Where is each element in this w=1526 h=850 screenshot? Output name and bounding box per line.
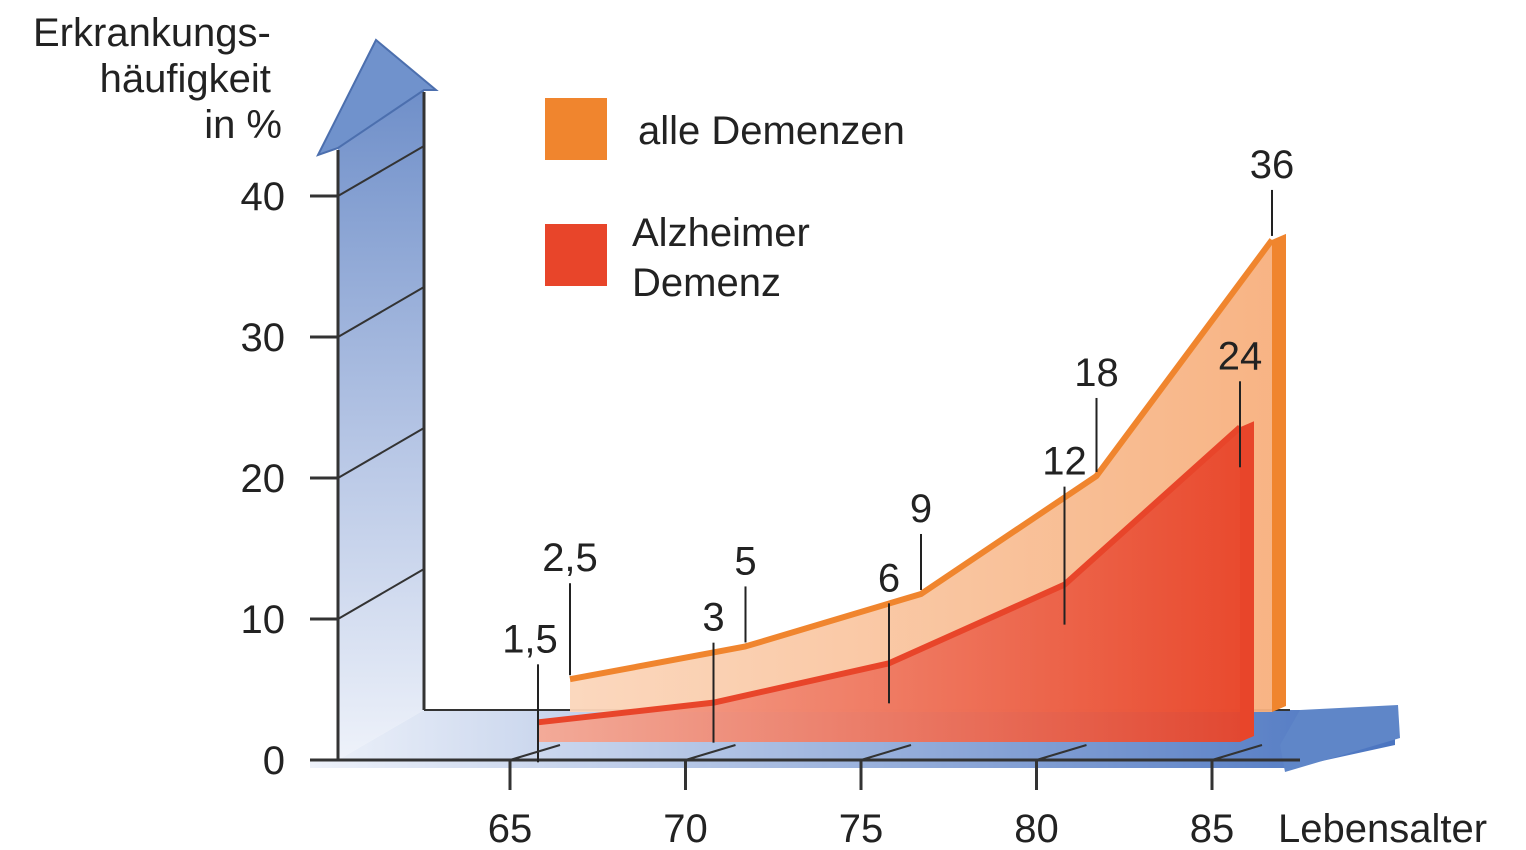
value-label: 18 [1074, 351, 1119, 395]
series-area [538, 427, 1240, 742]
series-side [1272, 233, 1286, 712]
x-tick-depth [1211, 744, 1263, 761]
y-tick-label: 40 [241, 175, 286, 219]
x-tick-label: 85 [1190, 807, 1235, 850]
legend-swatch-alzheimer [545, 224, 607, 286]
y-gridlines [337, 145, 425, 620]
legend: alle Demenzen Alzheimer Demenz [545, 98, 905, 305]
x-axis-title: Lebensalter [1278, 807, 1487, 850]
value-label: 5 [734, 539, 756, 583]
x-tick-depth [860, 744, 912, 761]
value-label: 36 [1250, 143, 1295, 187]
x-tick-depth [1036, 744, 1087, 761]
x-tick-label: 80 [1014, 807, 1059, 850]
y-tick-label: 10 [241, 598, 286, 642]
value-label: 2,5 [542, 536, 598, 580]
y-axis-title: Erkrankungs- häufigkeit in % [33, 11, 282, 147]
y-gridline [337, 427, 425, 479]
x-ticks: 65 70 75 80 85 [488, 744, 1263, 850]
legend-label-all: alle Demenzen [638, 109, 905, 153]
y-gridline [337, 286, 425, 338]
value-label: 6 [878, 556, 900, 600]
x-tick-label: 75 [839, 807, 884, 850]
value-label: 12 [1042, 440, 1087, 484]
x-tick-depth [685, 744, 736, 761]
y-tick-label: 20 [241, 457, 286, 501]
x-axis-arrow [1280, 705, 1400, 772]
value-label: 9 [910, 487, 932, 531]
y-axis-arrow [315, 38, 439, 157]
x-tick-label: 70 [663, 807, 708, 850]
y-gridline [337, 145, 425, 197]
series-areas [537, 233, 1286, 742]
series-line [569, 238, 1275, 683]
y-gridline [337, 568, 425, 620]
value-label: 24 [1218, 334, 1263, 378]
value-label: 1,5 [502, 617, 558, 661]
y-ticks: 0 10 20 30 40 [241, 175, 338, 783]
y-tick-label: 30 [241, 316, 286, 360]
y-axis-wall [338, 90, 424, 760]
series-side [1240, 421, 1254, 742]
y-tick-label: 0 [263, 739, 285, 783]
legend-label-alzheimer: Alzheimer Demenz [632, 211, 821, 305]
x-tick-depth [509, 744, 561, 761]
x-tick-label: 65 [488, 807, 533, 850]
value-label: 3 [702, 596, 724, 640]
legend-swatch-all [545, 98, 607, 160]
